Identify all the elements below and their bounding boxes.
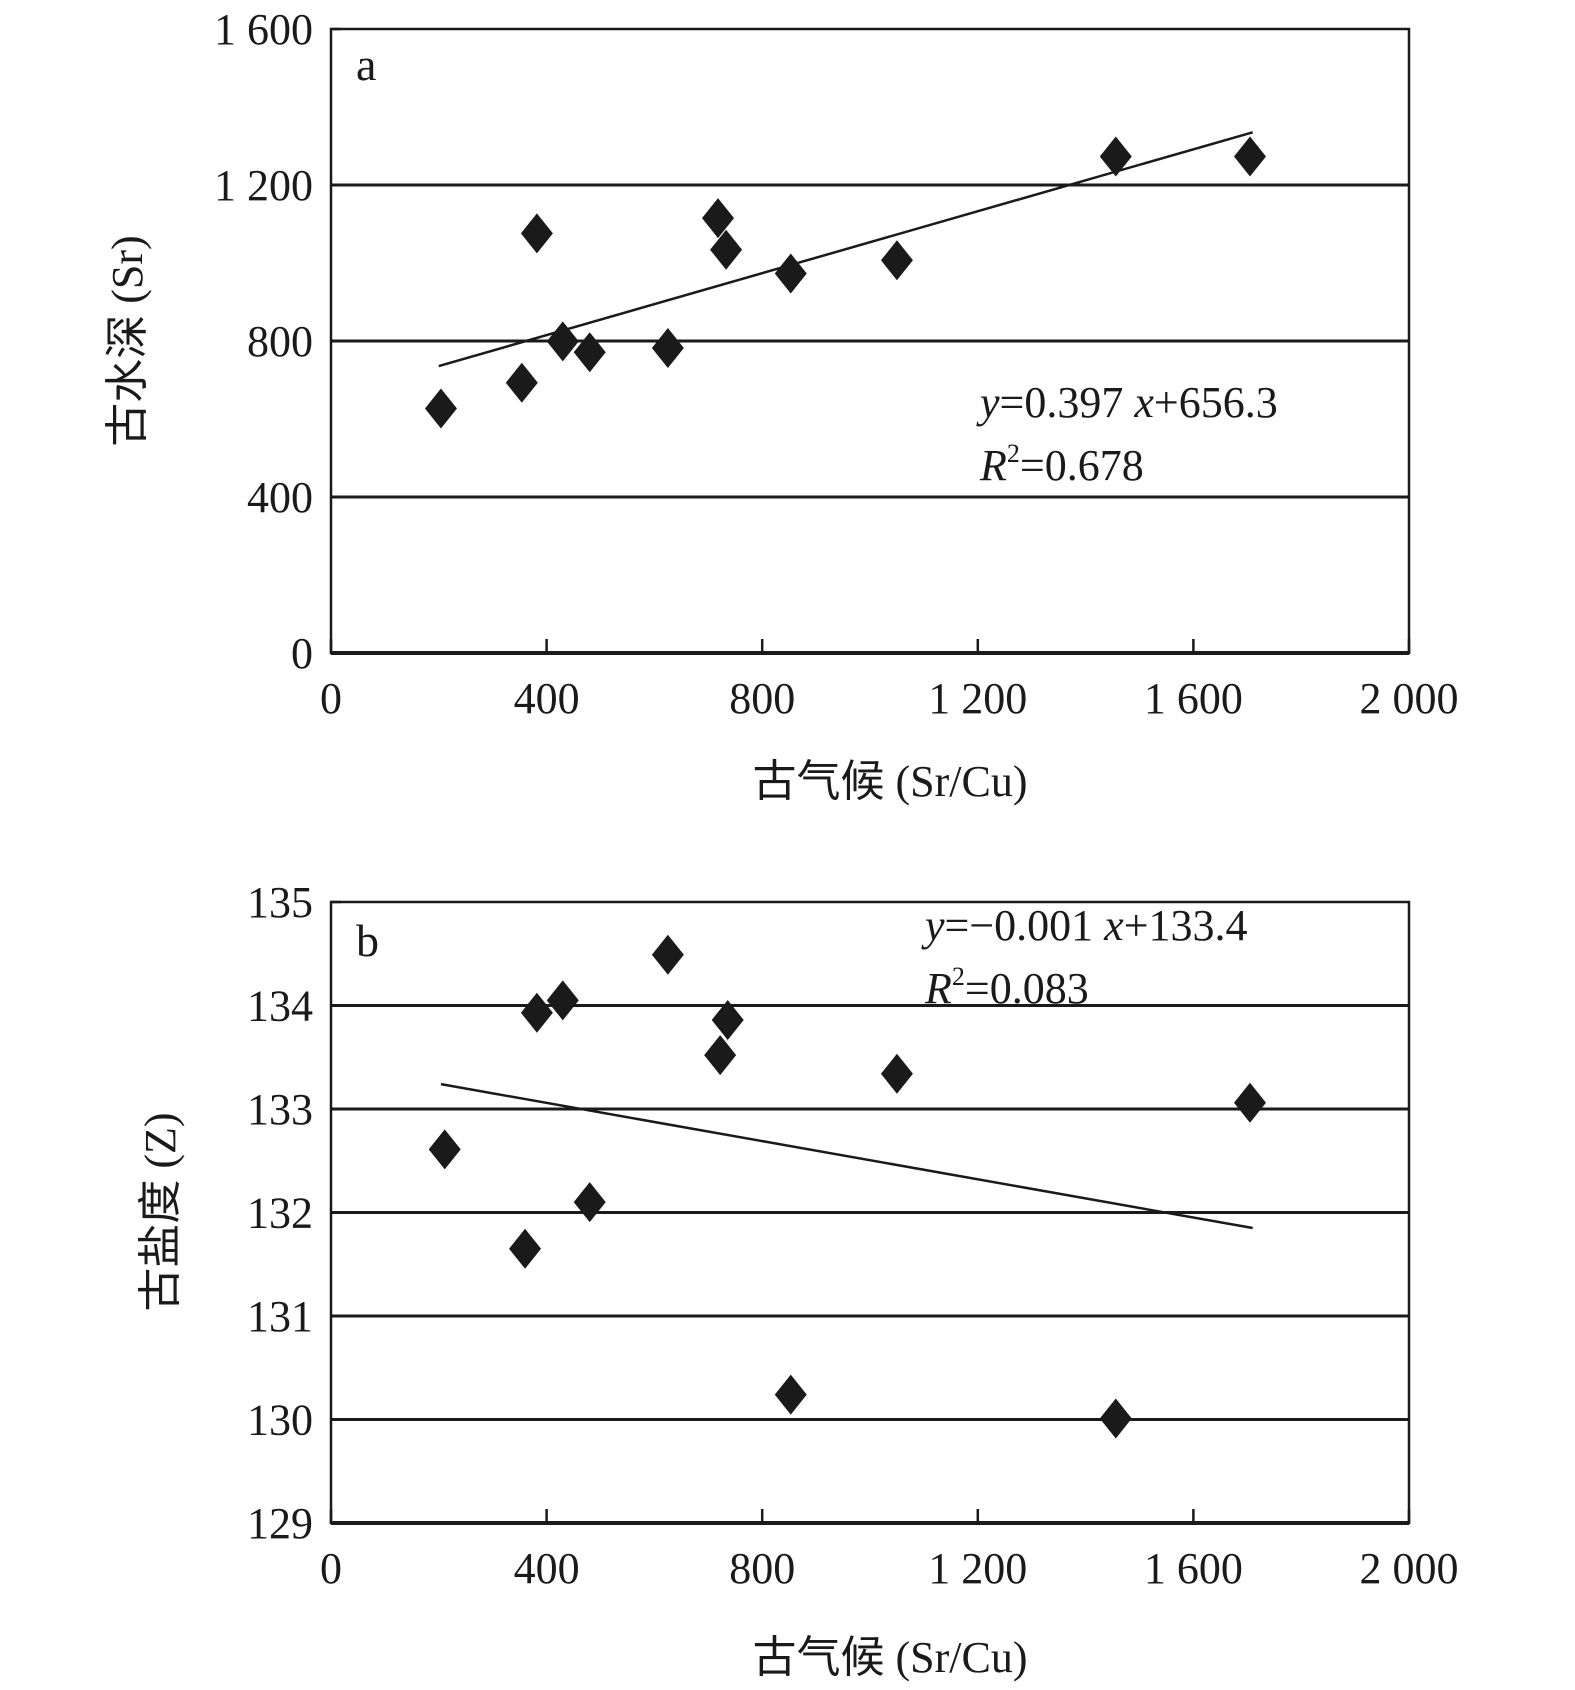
x-tick-label: 1 200 [928,674,1027,723]
data-point [1099,136,1132,177]
data-point [711,999,744,1040]
equation-b: y=−0.001 x+133.4 [921,901,1248,950]
data-point [880,240,913,281]
x-tick-label: 1 200 [928,1544,1027,1593]
data-point [774,1374,807,1415]
y-axis-label-a: 古水深 (Sr) [103,235,152,446]
data-point [651,934,684,975]
x-tick-label: 400 [514,674,580,723]
r2-value: =0.083 [965,964,1089,1013]
data-point [546,321,579,362]
data-point [774,253,807,294]
x-tick-label: 2 000 [1360,1544,1459,1593]
r2-r: R [924,964,952,1013]
y-tick-label: 400 [247,473,313,522]
y-tick-label: 135 [247,878,313,927]
y-tick-label: 129 [247,1499,313,1548]
chart-b: 0 400 800 1 200 1 600 2 000 129 130 131 132 133 134… [136,878,1459,1682]
data-point [1233,136,1266,177]
x-tick-label: 2 000 [1360,674,1459,723]
eq-y: y [976,378,1000,427]
eq-rest: =−0.001 [945,901,1105,950]
data-point [651,328,684,369]
data-point [520,992,553,1033]
data-point [428,1129,461,1170]
plot-area: 0 400 800 1 200 1 600 2 000 129 130 131 132 133 134… [247,878,1459,1593]
x-axis-label-a: 古气候 (Sr/Cu) [753,757,1028,806]
panel-label-b: b [356,915,379,966]
data-point [520,213,553,254]
y-tick-label: 133 [247,1085,313,1134]
plot-area: 0 400 800 1 200 1 600 2 000 0 400 800 1 200 1 600 [214,5,1459,723]
eq-rest: =0.397 [1000,378,1135,427]
x-tick-label: 800 [729,674,795,723]
x-axis-label-b: 古气候 (Sr/Cu) [753,1633,1028,1682]
trend-line [440,1082,1253,1230]
eq-y: y [921,901,945,950]
data-point [573,332,606,373]
data-point [573,1182,606,1223]
eq-tail: +656.3 [1154,378,1278,427]
data-point [1099,1398,1132,1439]
y-tick-label: 130 [247,1396,313,1445]
y-tick-label: 0 [291,629,313,678]
x-tick-label: 400 [514,1544,580,1593]
data-point [546,980,579,1021]
x-tick-label: 800 [729,1544,795,1593]
equation-a: y=0.397 x+656.3 [976,378,1278,427]
y-tick-label: 131 [247,1292,313,1341]
data-point [702,198,735,239]
y-tick-label: 1 200 [214,161,313,210]
panel-label-a: a [356,39,376,90]
y-tick-label: 800 [247,317,313,366]
eq-x: x [1133,378,1154,427]
y-tick-label: 1 600 [214,5,313,54]
data-point [1233,1082,1266,1123]
data-point [505,362,538,403]
x-tick-label: 0 [320,1544,342,1593]
data-point [880,1053,913,1094]
r2-a: R2=0.678 [979,439,1144,490]
r2-sup: 2 [1007,439,1020,468]
r2-value: =0.678 [1020,441,1144,490]
eq-x: x [1103,901,1124,950]
data-point [710,229,743,270]
data-point [704,1035,737,1076]
data-point [424,388,457,429]
r2-r: R [979,441,1007,490]
x-tick-label: 1 600 [1144,674,1243,723]
eq-tail: +133.4 [1124,901,1248,950]
y-axis-label-b: 古盐度 (Z) [136,1112,185,1311]
x-tick-label: 1 600 [1144,1544,1243,1593]
x-tick-label: 0 [320,674,342,723]
y-tick-label: 134 [247,982,313,1031]
r2-b: R2=0.083 [924,962,1089,1013]
data-point [509,1228,542,1269]
r2-sup: 2 [952,962,965,991]
y-tick-label: 132 [247,1189,313,1238]
